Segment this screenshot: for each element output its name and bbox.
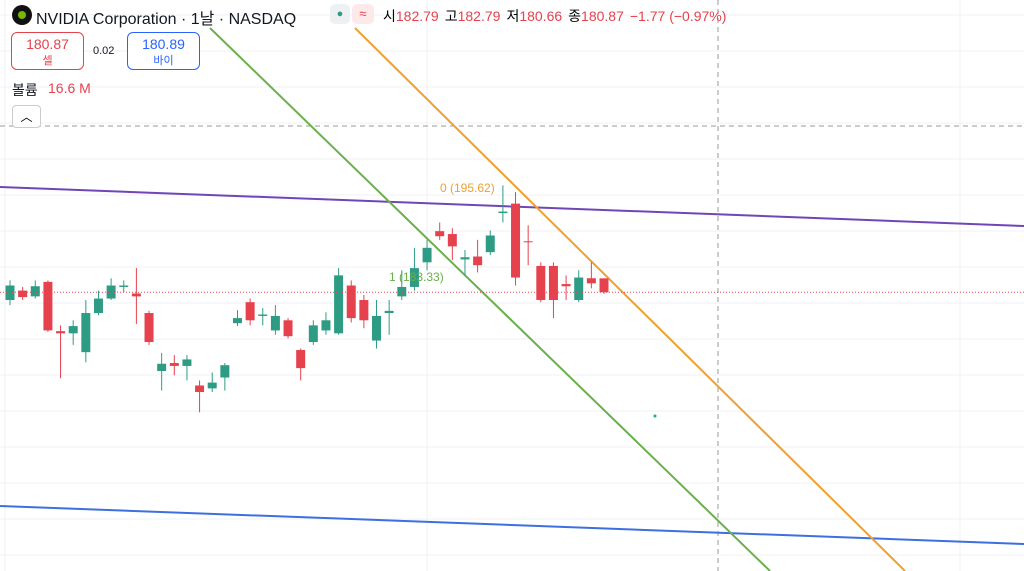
ohlc-label: 시 bbox=[383, 8, 396, 24]
candle-body bbox=[232, 318, 242, 324]
status-button[interactable]: ≈ bbox=[352, 4, 374, 24]
candle-body bbox=[511, 203, 521, 278]
candle-body bbox=[574, 277, 584, 300]
change: −1.77 (−0.97%) bbox=[629, 8, 727, 24]
ohlc-value: 182.79 bbox=[395, 8, 439, 24]
fib-label: 0 (195.62) bbox=[440, 181, 495, 195]
candle-body bbox=[43, 281, 53, 331]
candle-body bbox=[283, 320, 293, 337]
candle-body bbox=[447, 234, 457, 247]
status-button[interactable]: ● bbox=[330, 4, 350, 24]
sell-button[interactable]: 180.87 셀 bbox=[11, 32, 84, 70]
candle-body bbox=[409, 268, 419, 287]
buy-label: 바이 bbox=[153, 55, 174, 67]
ohlc-label: 종 bbox=[568, 8, 582, 24]
candle-body bbox=[334, 275, 344, 334]
candle-body bbox=[435, 231, 445, 237]
candle-body bbox=[207, 382, 217, 389]
collapse-button[interactable]: ︿ bbox=[12, 105, 41, 128]
trend-line-green bbox=[209, 27, 771, 571]
candle-body bbox=[220, 365, 230, 378]
candle-body bbox=[523, 241, 533, 243]
candle-body bbox=[548, 265, 558, 300]
candle-body bbox=[536, 265, 546, 300]
candle-body bbox=[56, 331, 66, 334]
candle-body bbox=[81, 313, 91, 353]
trend-line-orange bbox=[354, 27, 906, 571]
ohlc-label: 고 bbox=[444, 8, 458, 24]
candle-body bbox=[18, 290, 28, 298]
fib-label: 1 (183.33) bbox=[389, 270, 444, 284]
buy-price: 180.89 bbox=[142, 36, 185, 52]
ohlc-value: 180.66 bbox=[519, 8, 563, 24]
candle-body bbox=[485, 235, 495, 253]
candle-body bbox=[372, 315, 382, 341]
volume-value: 16.6 M bbox=[48, 80, 91, 96]
trend-line-blue bbox=[0, 505, 1024, 545]
candle-body bbox=[195, 385, 205, 393]
candle-body bbox=[30, 286, 40, 297]
candle-body bbox=[258, 314, 268, 316]
volume-label: 볼륨 bbox=[12, 82, 38, 98]
candle-body bbox=[359, 299, 369, 321]
candle-body bbox=[182, 359, 192, 366]
candle-body bbox=[270, 315, 280, 331]
candle-body bbox=[119, 285, 129, 287]
candle-body bbox=[397, 286, 407, 297]
candle-body bbox=[5, 285, 15, 300]
candle-body bbox=[93, 298, 103, 314]
sell-price: 180.87 bbox=[26, 36, 69, 52]
candle-body bbox=[346, 285, 356, 319]
ohlc-value: 182.79 bbox=[457, 8, 501, 24]
candle-body bbox=[308, 325, 318, 343]
candle-body bbox=[498, 211, 508, 214]
logo bbox=[12, 5, 32, 25]
candle-body bbox=[296, 349, 306, 369]
candle-body bbox=[131, 293, 141, 297]
dot bbox=[653, 414, 657, 418]
candle-body bbox=[473, 256, 483, 266]
candle-body bbox=[144, 313, 154, 343]
candle-body bbox=[561, 284, 571, 287]
symbol-title[interactable]: NVIDIA Corporation · 1날 · NASDAQ bbox=[36, 11, 297, 28]
spread: 0.02 bbox=[93, 45, 115, 57]
candle-body bbox=[321, 320, 331, 331]
candle-body bbox=[586, 278, 596, 284]
sell-label: 셀 bbox=[42, 55, 53, 67]
ohlc-value: 180.87 bbox=[581, 8, 624, 24]
candle-body bbox=[157, 363, 167, 372]
candle-body bbox=[68, 326, 78, 334]
candle-body bbox=[384, 310, 394, 314]
candle-body bbox=[245, 302, 255, 321]
buy-button[interactable]: 180.89 바이 bbox=[127, 32, 200, 70]
ohlc-label: 저 bbox=[506, 8, 520, 24]
candle-body bbox=[460, 257, 470, 260]
ohlc: 시182.79 고182.79 저180.66 종180.87 −1.77 (−0.97… bbox=[383, 6, 726, 26]
candle-body bbox=[169, 363, 179, 366]
candle-body bbox=[422, 247, 432, 263]
candle-body bbox=[599, 278, 609, 293]
